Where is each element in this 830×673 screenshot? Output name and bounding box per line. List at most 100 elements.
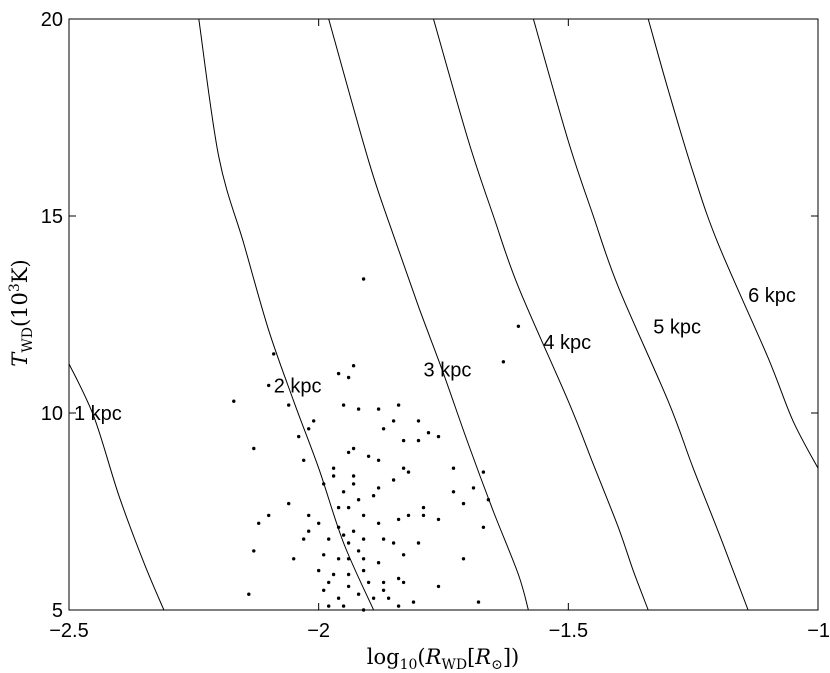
- data-point: [351, 482, 356, 486]
- data-point: [351, 364, 356, 368]
- data-point: [322, 482, 326, 486]
- data-point: [287, 403, 291, 407]
- data-point: [351, 474, 356, 478]
- data-point: [336, 557, 341, 561]
- tick-labels: −2.5 −2 −1.5 −1 5 10 15 20: [41, 9, 830, 642]
- data-point: [322, 588, 326, 592]
- data-point: [391, 478, 396, 482]
- data-point: [346, 557, 351, 561]
- data-point: [307, 513, 311, 518]
- x-axis-title-open: (: [417, 645, 425, 669]
- data-point: [312, 419, 316, 423]
- x-axis-title: log10(RWD[R⊙]): [367, 645, 519, 673]
- data-point: [361, 537, 366, 541]
- data-point: [516, 324, 521, 328]
- data-point: [317, 568, 321, 573]
- data-point: [396, 576, 401, 581]
- data-point: [461, 501, 466, 506]
- data-point: [416, 541, 421, 545]
- data-point: [351, 446, 356, 451]
- data-point: [421, 505, 426, 510]
- x-axis-title-inner-sub: ⊙: [491, 657, 503, 673]
- distance-curve-5: [532, 19, 749, 610]
- distance-curve-1: [69, 363, 165, 610]
- x-axis-title-bracket: [: [467, 645, 475, 669]
- data-point: [307, 529, 311, 533]
- curve-label-5: 5 kpc: [653, 316, 701, 338]
- data-point: [356, 407, 361, 411]
- distance-curve-6: [647, 19, 818, 469]
- y-axis-title-open: (10: [8, 292, 32, 327]
- data-point: [406, 470, 411, 474]
- data-point: [366, 580, 371, 585]
- data-point: [376, 521, 381, 525]
- x-axis-title-var-sub: WD: [441, 657, 467, 673]
- data-point: [401, 580, 406, 585]
- data-point: [401, 438, 406, 443]
- y-axis-title-var: T: [8, 351, 32, 367]
- data-point: [436, 584, 441, 589]
- curve-label-3: 3 kpc: [424, 360, 472, 382]
- data-point: [331, 466, 336, 470]
- data-point: [361, 568, 366, 573]
- y-tick-label: 10: [41, 403, 63, 425]
- y-axis-title-exp: 3: [7, 283, 23, 292]
- data-point: [307, 427, 311, 431]
- curve-label-1: 1 kpc: [74, 403, 122, 425]
- data-point: [331, 572, 336, 577]
- data-point: [376, 561, 381, 565]
- distance-curve-3: [328, 19, 529, 610]
- x-axis-title-prefix: log: [367, 645, 400, 669]
- curve-label-2: 2 kpc: [274, 375, 322, 397]
- data-point: [411, 600, 416, 604]
- y-axis-title: TWD(103K): [7, 259, 36, 366]
- data-point: [481, 470, 486, 474]
- data-point: [421, 513, 426, 518]
- data-point: [366, 454, 371, 458]
- data-point: [302, 458, 306, 462]
- data-point: [401, 466, 406, 470]
- distance-curves: [69, 19, 818, 610]
- data-point: [461, 557, 466, 561]
- data-point: [361, 277, 366, 281]
- data-point: [346, 505, 351, 510]
- data-point: [376, 486, 381, 490]
- y-axis-title-close: K): [8, 259, 32, 283]
- data-point: [267, 383, 271, 388]
- data-point: [336, 525, 341, 529]
- data-point: [436, 517, 441, 522]
- plot-background: [69, 19, 818, 610]
- data-point: [401, 553, 406, 557]
- data-point: [341, 604, 346, 608]
- data-point: [272, 352, 276, 356]
- axis-ticks: [68, 18, 819, 611]
- data-point: [381, 537, 386, 541]
- data-point: [396, 403, 401, 407]
- x-tick-label: −2: [307, 620, 330, 642]
- y-tick-label: 15: [41, 206, 63, 228]
- x-tick-label: −2.5: [49, 620, 88, 642]
- data-point: [317, 521, 321, 525]
- y-tick-label: 5: [52, 600, 63, 622]
- x-axis-title-close: ]): [503, 645, 519, 669]
- data-point: [376, 458, 381, 462]
- data-point: [416, 419, 421, 423]
- data-point: [501, 360, 506, 364]
- data-point: [351, 529, 356, 533]
- data-point: [426, 431, 431, 435]
- data-point: [376, 407, 381, 411]
- data-point: [396, 604, 401, 608]
- data-point: [371, 494, 376, 498]
- data-point: [346, 375, 351, 380]
- data-point: [361, 513, 366, 518]
- data-point: [292, 557, 296, 561]
- x-axis-title-inner-var: R: [474, 645, 491, 669]
- data-point: [436, 434, 441, 439]
- data-point: [302, 537, 306, 541]
- data-point: [331, 474, 336, 478]
- data-point: [381, 588, 386, 592]
- data-point: [327, 537, 331, 541]
- data-point: [287, 501, 291, 506]
- data-point: [336, 371, 341, 376]
